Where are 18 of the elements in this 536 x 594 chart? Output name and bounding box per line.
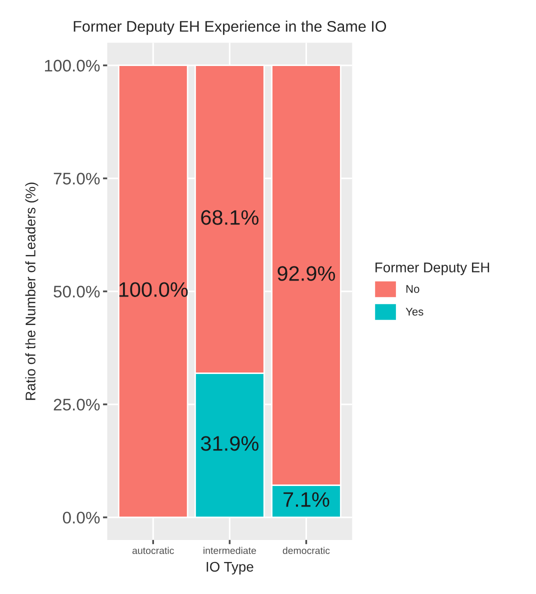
data-label: 68.1% — [201, 210, 258, 225]
legend-label: Yes — [406, 308, 424, 316]
data-label: 31.9% — [200, 436, 258, 451]
data-label: 92.9% — [278, 266, 336, 281]
x-axis-title: IO Type — [206, 562, 254, 574]
y-tick-label: 25.0% — [54, 398, 100, 411]
legend-title: Former Deputy EH — [376, 262, 490, 276]
data-label: 7.1% — [284, 492, 330, 507]
x-tick-label: democratic — [282, 546, 330, 554]
chart-title: Former Deputy EH Experience in the Same IO — [74, 20, 386, 35]
x-tick-label: intermediate — [204, 546, 256, 554]
legend-label: No — [406, 285, 420, 293]
x-tick-label: autocratic — [132, 546, 174, 554]
y-tick-label: 50.0% — [54, 286, 100, 298]
y-tick-label: 0.0% — [62, 512, 100, 524]
y-tick-label: 100.0% — [45, 60, 100, 72]
y-tick-label: 75.0% — [54, 172, 100, 185]
y-axis-title: Ratio of the Number of Leaders (%) — [25, 182, 38, 400]
